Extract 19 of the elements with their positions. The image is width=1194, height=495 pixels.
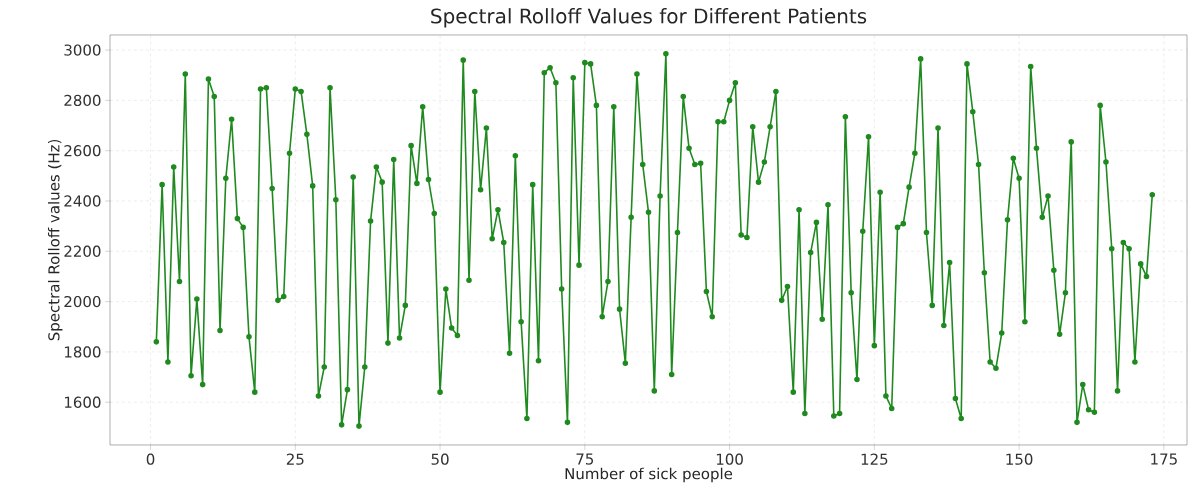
x-tick-label: 50	[431, 453, 449, 465]
y-tick-label: 2400	[64, 195, 101, 207]
y-tick-label: 2200	[64, 245, 101, 257]
y-tick-label: 2600	[64, 145, 101, 157]
y-tick-label: 3000	[64, 44, 101, 56]
x-axis-title: Number of sick people	[565, 467, 733, 483]
y-tick-label: 2000	[64, 295, 101, 308]
x-tick-label: 25	[286, 453, 304, 465]
x-tick-label: 175	[1151, 453, 1177, 465]
y-tick-label: 1800	[64, 346, 101, 358]
y-tick-label: 1600	[64, 396, 101, 408]
y-tick-label: 2800	[64, 94, 101, 107]
x-tick-label: 75	[576, 453, 594, 465]
x-tick-label: 150	[1006, 453, 1033, 465]
x-tick-label: 125	[861, 453, 888, 465]
x-tick-label: 100	[716, 453, 743, 465]
y-axis-title: Spectral Rolloff values (Hz)	[47, 139, 63, 341]
x-tick-label: 0	[146, 453, 155, 465]
chart-title: Spectral Rolloff Values for Different Patients	[431, 8, 867, 28]
